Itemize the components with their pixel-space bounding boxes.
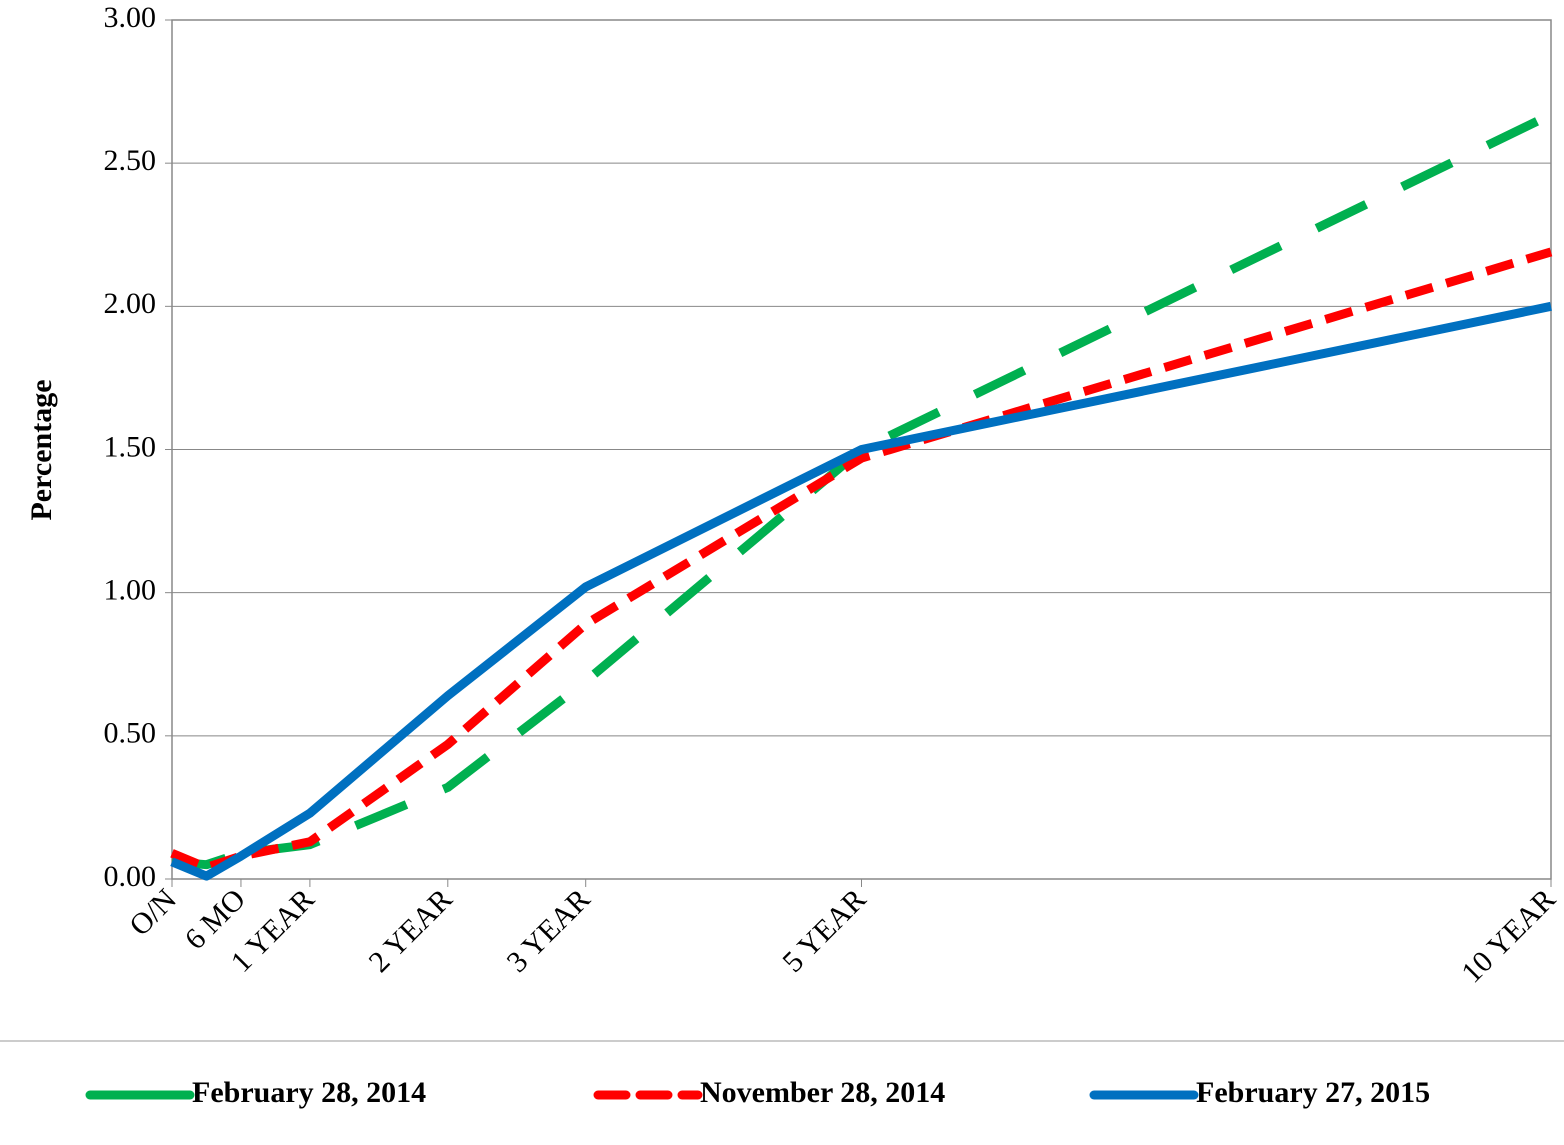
y-tick-label: 1.50 — [104, 430, 157, 463]
y-tick-label: 2.50 — [104, 144, 157, 177]
x-tick-label: 5 YEAR — [776, 883, 872, 979]
y-tick-label: 2.00 — [104, 287, 157, 320]
y-axis-label: Percentage — [25, 379, 58, 520]
x-tick-label: 3 YEAR — [500, 883, 596, 979]
y-tick-label: 1.00 — [104, 574, 157, 607]
x-tick-label: 10 YEAR — [1455, 883, 1562, 990]
legend-label: February 27, 2015 — [1196, 1076, 1430, 1109]
legend-label: November 28, 2014 — [700, 1076, 945, 1109]
y-tick-label: 0.50 — [104, 717, 157, 750]
y-tick-label: 0.00 — [104, 860, 157, 893]
series-line — [170, 301, 1552, 881]
x-tick-label: 2 YEAR — [363, 883, 459, 979]
legend-label: February 28, 2014 — [192, 1076, 426, 1109]
series-line — [170, 247, 1553, 873]
y-tick-label: 3.00 — [104, 1, 157, 34]
